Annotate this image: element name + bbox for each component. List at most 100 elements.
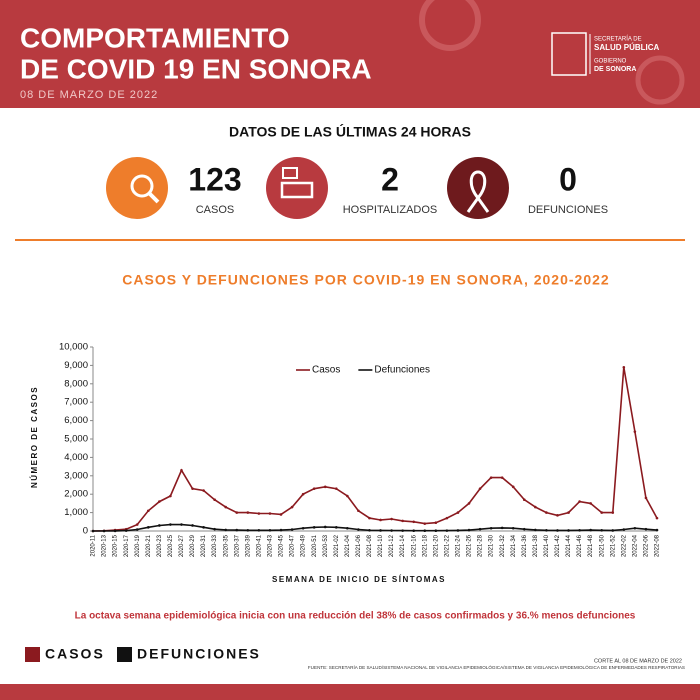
y-tick-label: 6,000 — [64, 415, 88, 426]
point — [401, 519, 404, 523]
point — [135, 528, 139, 531]
logo-text: GOBIERNO — [594, 59, 627, 65]
virus-decor — [635, 55, 685, 105]
x-tick-label: 2022-08 — [655, 534, 661, 557]
x-tick-label: 2020-39 — [245, 534, 251, 557]
logo-shield — [551, 32, 587, 76]
point — [146, 509, 150, 513]
point — [478, 527, 482, 531]
point — [279, 528, 283, 532]
point — [522, 498, 526, 502]
point — [423, 529, 427, 533]
point — [556, 514, 559, 517]
point — [301, 526, 305, 530]
legend-label: Casos — [312, 365, 340, 376]
x-tick-label: 2021-44 — [566, 534, 572, 557]
point — [191, 524, 194, 527]
title-line: DE COVID 19 EN SONORA — [20, 53, 372, 84]
point — [511, 485, 515, 489]
point — [633, 526, 637, 530]
x-tick-label: 2022-04 — [632, 534, 638, 557]
point — [279, 513, 283, 516]
point — [600, 511, 604, 514]
x-tick-label: 2021-50 — [599, 534, 605, 557]
point — [202, 489, 205, 492]
point — [235, 528, 239, 532]
stat-value: 2 — [381, 161, 399, 197]
y-tick-label: 2,000 — [64, 489, 88, 500]
point — [213, 498, 216, 502]
x-tick-label: 2021-38 — [533, 534, 539, 557]
point — [113, 529, 117, 533]
x-tick-label: 2020-29 — [190, 534, 196, 557]
date: 08 DE MARZO DE 2022 — [20, 89, 158, 101]
point — [323, 525, 327, 529]
y-tick-label: 8,000 — [64, 378, 88, 389]
point — [522, 527, 526, 531]
stat-value: 0 — [559, 161, 577, 197]
point — [257, 528, 261, 532]
x-tick-label: 2021-04 — [345, 534, 351, 557]
point — [567, 511, 570, 514]
chart-title: CASOS Y DEFUNCIONES POR COVID-19 EN SONO… — [122, 272, 609, 288]
point — [423, 522, 427, 525]
point — [633, 430, 637, 433]
cases-icon-glyph — [147, 191, 160, 204]
x-tick-label: 2020-47 — [290, 534, 296, 557]
title-line: COMPORTAMIENTO — [20, 22, 290, 53]
x-tick-label: 2021-30 — [489, 534, 495, 557]
x-tick-label: 2021-22 — [444, 534, 450, 557]
x-tick-label: 2021-14 — [400, 534, 406, 557]
x-tick-label: 2021-42 — [555, 534, 561, 557]
x-tick-label: 2020-53 — [323, 534, 329, 557]
x-tick-label: 2021-46 — [577, 534, 583, 557]
point — [235, 511, 239, 514]
x-tick-label: 2020-31 — [201, 534, 207, 557]
point — [312, 526, 316, 529]
note: La octava semana epidemiológica inicia c… — [75, 611, 636, 622]
point — [567, 529, 570, 532]
point — [578, 528, 581, 532]
x-tick-label: 2021-40 — [544, 534, 550, 557]
point — [334, 526, 338, 529]
point — [511, 526, 515, 530]
point — [334, 487, 338, 490]
legend-swatch — [117, 647, 132, 662]
x-tick-label: 2021-12 — [389, 534, 395, 557]
x-tick-label: 2021-20 — [433, 534, 439, 557]
point — [534, 505, 537, 509]
point — [611, 511, 615, 514]
x-tick-label: 2020-21 — [146, 534, 152, 557]
virus-decor — [419, 0, 481, 51]
hospital-icon-glyph — [282, 167, 298, 179]
legend-swatch — [25, 647, 40, 662]
point — [213, 527, 216, 531]
point — [290, 528, 294, 531]
x-axis-label: SEMANA DE INICIO DE SÍNTOMAS — [272, 575, 446, 584]
point — [644, 496, 648, 500]
point — [312, 487, 316, 490]
point — [268, 512, 272, 515]
series-line — [93, 523, 658, 532]
point — [158, 500, 161, 503]
x-tick-label: 2021-26 — [467, 534, 473, 557]
point — [644, 527, 648, 531]
point — [401, 529, 404, 532]
point — [600, 528, 604, 532]
point — [390, 529, 393, 532]
logo-text: SALUD PÚBLICA — [594, 43, 660, 52]
point — [545, 528, 548, 532]
x-tick-label: 2020-19 — [135, 534, 141, 557]
point — [622, 365, 626, 369]
point — [357, 509, 360, 513]
point — [146, 526, 150, 529]
point — [202, 526, 205, 529]
x-tick-label: 2020-11 — [91, 534, 97, 556]
point — [655, 516, 659, 520]
x-tick-label: 2021-52 — [610, 534, 616, 557]
x-tick-label: 2021-08 — [367, 534, 373, 557]
y-tick-label: 5,000 — [64, 434, 88, 445]
stat-label: CASOS — [196, 204, 235, 216]
